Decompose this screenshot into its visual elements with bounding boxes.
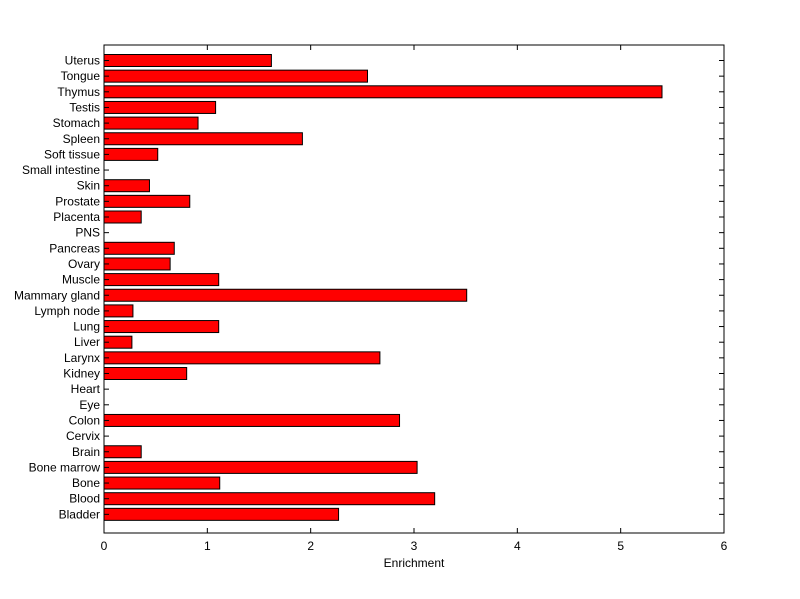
x-tick-label: 4 (514, 539, 521, 553)
y-tick-label: Bone (72, 476, 100, 490)
y-tick-label: Colon (69, 413, 100, 427)
bar-placenta (103, 210, 142, 224)
y-tick-label: Eye (79, 398, 100, 412)
y-tick-label: Soft tissue (44, 147, 100, 161)
bar-colon (103, 413, 401, 427)
y-tick-label: Cervix (66, 429, 100, 443)
x-axis-label: Enrichment (384, 556, 445, 570)
bar-ovary (103, 257, 171, 271)
y-tick-label: Blood (69, 492, 100, 506)
y-tick-label: Mammary gland (14, 288, 100, 302)
y-tick-label: PNS (75, 226, 100, 240)
y-tick-label: Small intestine (22, 163, 100, 177)
y-tick-label: Prostate (55, 194, 100, 208)
bar-tongue (103, 69, 368, 83)
y-tick-label: Muscle (62, 273, 100, 287)
y-tick-label: Ovary (68, 257, 100, 271)
x-tick-label: 2 (307, 539, 314, 553)
y-tick-label: Bone marrow (29, 460, 101, 474)
bar-larynx (103, 351, 381, 365)
y-tick-label: Spleen (63, 132, 100, 146)
y-tick-label: Uterus (65, 54, 100, 68)
bar-brain (103, 445, 142, 459)
bar-skin (103, 179, 150, 193)
bar-uterus (103, 54, 272, 67)
bar-muscle (103, 273, 220, 287)
x-tick-labels-group: 0 1 2 3 4 5 6 (101, 539, 728, 553)
x-tick-label: 0 (101, 539, 108, 553)
bar-bone (103, 476, 221, 490)
y-tick-label: Placenta (53, 210, 100, 224)
y-tick-label: Lymph node (34, 304, 100, 318)
bar-stomach (103, 116, 199, 130)
y-tick-label: Skin (77, 179, 100, 193)
y-tick-label: Kidney (63, 367, 100, 381)
y-tick-label: Larynx (64, 351, 100, 365)
x-tick-label: 6 (721, 539, 728, 553)
bar-blood (103, 492, 436, 506)
y-tick-label: Tongue (61, 69, 101, 83)
ticks-group (103, 45, 725, 533)
y-tick-label: Liver (74, 335, 100, 349)
y-tick-label: Brain (72, 445, 100, 459)
x-tick-label: 5 (617, 539, 624, 553)
bar-prostate (103, 194, 191, 208)
y-tick-label: Pancreas (49, 241, 100, 255)
bar-soft-tissue (103, 147, 159, 161)
bar-thymus (103, 85, 663, 99)
bar-testis (103, 100, 217, 114)
bar-kidney (103, 367, 188, 380)
x-tick-label: 1 (204, 539, 211, 553)
bar-mammary-gland (103, 288, 468, 302)
y-tick-label: Stomach (53, 116, 100, 130)
y-tick-label: Heart (71, 382, 101, 396)
bar-lung (103, 320, 220, 334)
x-tick-label: 3 (411, 539, 418, 553)
y-tick-label: Thymus (57, 85, 100, 99)
bar-spleen (103, 132, 303, 146)
y-tick-label: Testis (69, 100, 100, 114)
bar-bladder (103, 507, 340, 521)
y-tick-label: Lung (73, 320, 100, 334)
y-tick-label: Bladder (59, 507, 100, 521)
bar-bone-marrow (103, 460, 418, 474)
bar-pancreas (103, 241, 175, 255)
